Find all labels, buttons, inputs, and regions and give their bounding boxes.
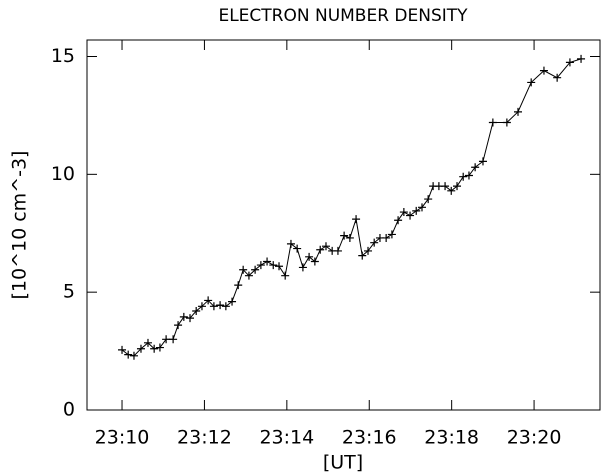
- marker: [179, 312, 188, 321]
- marker: [321, 242, 330, 251]
- marker: [417, 203, 426, 212]
- marker: [424, 195, 433, 204]
- marker: [447, 186, 456, 195]
- x-tick-label: 23:18: [424, 427, 479, 449]
- marker: [352, 215, 361, 224]
- marker: [256, 261, 265, 270]
- marker: [129, 351, 138, 360]
- marker: [174, 321, 183, 330]
- marker: [406, 211, 415, 220]
- marker: [286, 239, 295, 248]
- marker: [399, 208, 408, 217]
- y-axis-label: [10^10 cm^-3]: [9, 151, 31, 300]
- y-tick-label: 0: [63, 399, 75, 421]
- marker: [514, 107, 523, 116]
- marker: [305, 252, 314, 261]
- x-axis-label: [UT]: [323, 452, 363, 474]
- marker: [333, 246, 342, 255]
- marker: [204, 296, 213, 305]
- x-tick-label: 23:20: [507, 427, 562, 449]
- marker: [488, 118, 497, 127]
- marker: [228, 297, 237, 306]
- marker: [221, 302, 230, 311]
- marker: [293, 244, 302, 253]
- marker: [143, 338, 152, 347]
- marker: [192, 307, 201, 316]
- x-tick-label: 23:16: [342, 427, 397, 449]
- marker: [150, 344, 159, 353]
- marker: [471, 163, 480, 172]
- y-tick-label: 15: [51, 45, 75, 67]
- marker: [316, 245, 325, 254]
- x-tick-label: 23:12: [177, 427, 232, 449]
- marker: [478, 157, 487, 166]
- chart-title: ELECTRON NUMBER DENSITY: [218, 6, 468, 26]
- marker: [136, 344, 145, 353]
- marker: [539, 66, 548, 75]
- marker: [553, 73, 562, 82]
- marker: [263, 257, 272, 266]
- y-tick-label: 5: [63, 281, 75, 303]
- x-tick-label: 23:10: [95, 427, 150, 449]
- marker: [310, 257, 319, 266]
- marker: [275, 262, 284, 271]
- marker: [577, 54, 586, 63]
- marker: [155, 343, 164, 352]
- marker: [345, 233, 354, 242]
- marker: [527, 78, 536, 87]
- marker: [169, 335, 178, 344]
- marker: [298, 263, 307, 272]
- x-tick-label: 23:14: [259, 427, 314, 449]
- marker: [251, 265, 260, 274]
- marker: [382, 233, 391, 242]
- marker: [387, 230, 396, 239]
- marker: [441, 182, 450, 191]
- marker: [186, 314, 195, 323]
- marker: [124, 350, 133, 359]
- marker: [269, 261, 278, 270]
- y-tick-label: 10: [51, 163, 75, 185]
- marker: [209, 302, 218, 311]
- data-line: [121, 58, 582, 357]
- marker: [412, 206, 421, 215]
- marker: [358, 251, 367, 260]
- plot-frame: [86, 39, 601, 411]
- marker: [197, 302, 206, 311]
- marker: [118, 345, 127, 354]
- marker: [370, 238, 379, 247]
- marker: [162, 335, 171, 344]
- marker: [340, 231, 349, 240]
- marker: [502, 118, 511, 127]
- marker: [364, 246, 373, 255]
- marker: [394, 216, 403, 225]
- marker: [234, 281, 243, 290]
- marker: [565, 58, 574, 67]
- marker: [216, 301, 225, 310]
- marker: [453, 182, 462, 191]
- marker: [459, 172, 468, 181]
- marker: [281, 271, 290, 280]
- marker: [464, 171, 473, 180]
- marker: [244, 271, 253, 280]
- marker: [239, 265, 248, 274]
